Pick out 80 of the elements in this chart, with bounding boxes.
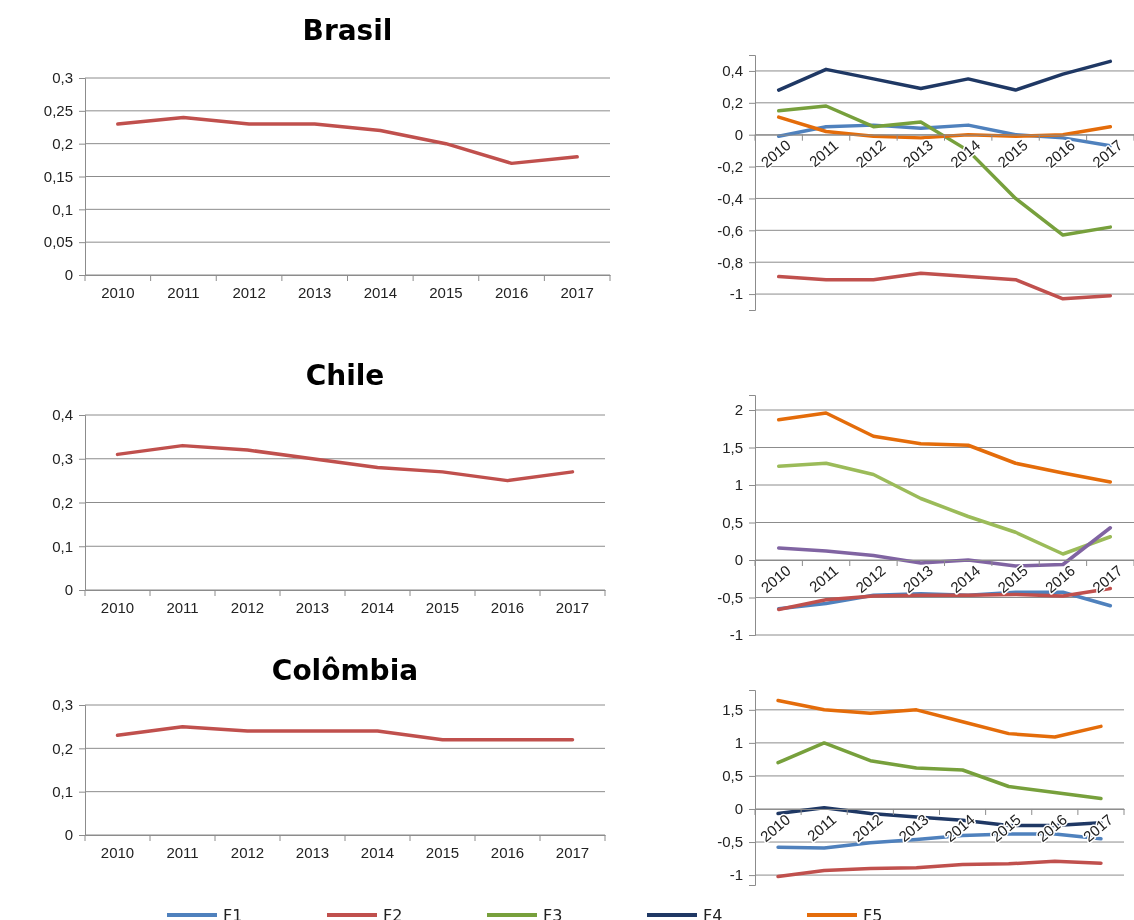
y-tick-label: 0,5 xyxy=(722,767,743,785)
line-series xyxy=(116,115,579,166)
y-tick-label: 0,1 xyxy=(52,200,73,218)
x-tick-label: 2017 xyxy=(555,598,590,616)
y-tick-label: 0 xyxy=(64,826,73,844)
y-tick-label: 0 xyxy=(734,125,743,143)
y-tick-label: 0,4 xyxy=(52,406,73,424)
x-tick-label: 2011 xyxy=(167,283,200,301)
x-tick-label: 2016 xyxy=(490,843,525,861)
line-series xyxy=(776,461,1113,556)
y-tick-label: -1 xyxy=(729,285,743,303)
y-tick-label: -1 xyxy=(729,626,743,644)
y-tick-label: -1 xyxy=(729,866,743,884)
line-series xyxy=(115,443,575,483)
x-tick-label: 2014 xyxy=(360,843,395,861)
legend-label: F1 xyxy=(223,905,243,920)
y-tick-label: 0,25 xyxy=(43,102,73,120)
x-tick-label: 2012 xyxy=(230,598,265,616)
x-tick-label: 2010 xyxy=(101,283,135,301)
x-tick-label: 2013 xyxy=(295,843,330,861)
y-tick-label: 0,4 xyxy=(722,62,743,80)
legend-label: F4 xyxy=(703,905,723,920)
x-tick-label: 2013 xyxy=(298,283,332,301)
line-series xyxy=(776,859,1103,879)
line-series xyxy=(776,115,1113,140)
y-tick-label: -0,4 xyxy=(717,189,743,207)
line-series xyxy=(776,411,1113,484)
y-tick-label: 0 xyxy=(734,800,743,818)
y-tick-label: 1,5 xyxy=(722,701,743,719)
x-tick-label: 2014 xyxy=(360,598,395,616)
x-tick-label: 2011 xyxy=(166,598,199,616)
line-series xyxy=(776,59,1113,92)
y-tick-label: 1 xyxy=(734,734,743,752)
y-tick-label: 0,2 xyxy=(52,739,73,757)
y-tick-label: 0,15 xyxy=(43,167,73,185)
line-series xyxy=(776,698,1103,739)
y-tick-label: 2 xyxy=(734,401,743,419)
x-tick-label: 2013 xyxy=(295,598,330,616)
y-tick-label: 0,2 xyxy=(722,94,743,112)
y-tick-label: -0,8 xyxy=(717,253,743,271)
x-tick-label: 2015 xyxy=(425,598,460,616)
x-tick-label: 2017 xyxy=(560,283,594,301)
x-tick-label: 2010 xyxy=(100,598,135,616)
y-tick-label: -0,2 xyxy=(717,157,743,175)
y-tick-label: 0,2 xyxy=(52,493,73,511)
y-tick-label: 0,1 xyxy=(52,782,73,800)
y-tick-label: 0,5 xyxy=(722,513,743,531)
y-tick-label: 0 xyxy=(64,266,73,284)
y-tick-label: 1 xyxy=(734,476,743,494)
y-tick-label: 0,1 xyxy=(52,537,73,555)
y-tick-label: -0,6 xyxy=(717,221,743,239)
legend-label: F2 xyxy=(383,905,403,920)
x-tick-label: 2010 xyxy=(100,843,135,861)
legend-label: F3 xyxy=(543,905,563,920)
y-tick-label: 0,3 xyxy=(52,696,73,714)
x-tick-label: 2016 xyxy=(494,283,529,301)
y-tick-label: 0,05 xyxy=(43,233,73,251)
x-tick-label: 2011 xyxy=(166,843,199,861)
y-tick-label: 0,2 xyxy=(52,134,73,152)
x-tick-label: 2012 xyxy=(230,843,265,861)
y-tick-label: 0,3 xyxy=(52,450,73,468)
y-tick-label: -0,5 xyxy=(717,588,743,606)
y-tick-label: 0 xyxy=(734,551,743,569)
x-tick-label: 2017 xyxy=(555,843,590,861)
x-tick-label: 2015 xyxy=(425,843,460,861)
line-series xyxy=(776,741,1103,801)
x-tick-label: 2012 xyxy=(232,283,266,301)
legend-label: F5 xyxy=(863,905,883,920)
x-tick-label: 2016 xyxy=(490,598,525,616)
chart-title: Chile xyxy=(305,359,385,392)
line-series xyxy=(776,271,1113,301)
x-tick-label: 2014 xyxy=(363,283,397,301)
y-tick-label: -0,5 xyxy=(717,833,743,851)
x-tick-label: 2015 xyxy=(429,283,463,301)
line-series xyxy=(115,724,575,742)
y-tick-label: 1,5 xyxy=(722,438,743,456)
y-tick-label: 0 xyxy=(64,581,73,599)
y-tick-label: 0,3 xyxy=(52,69,73,87)
chart-title: Colômbia xyxy=(271,654,419,687)
chart-title: Brasil xyxy=(302,14,393,47)
